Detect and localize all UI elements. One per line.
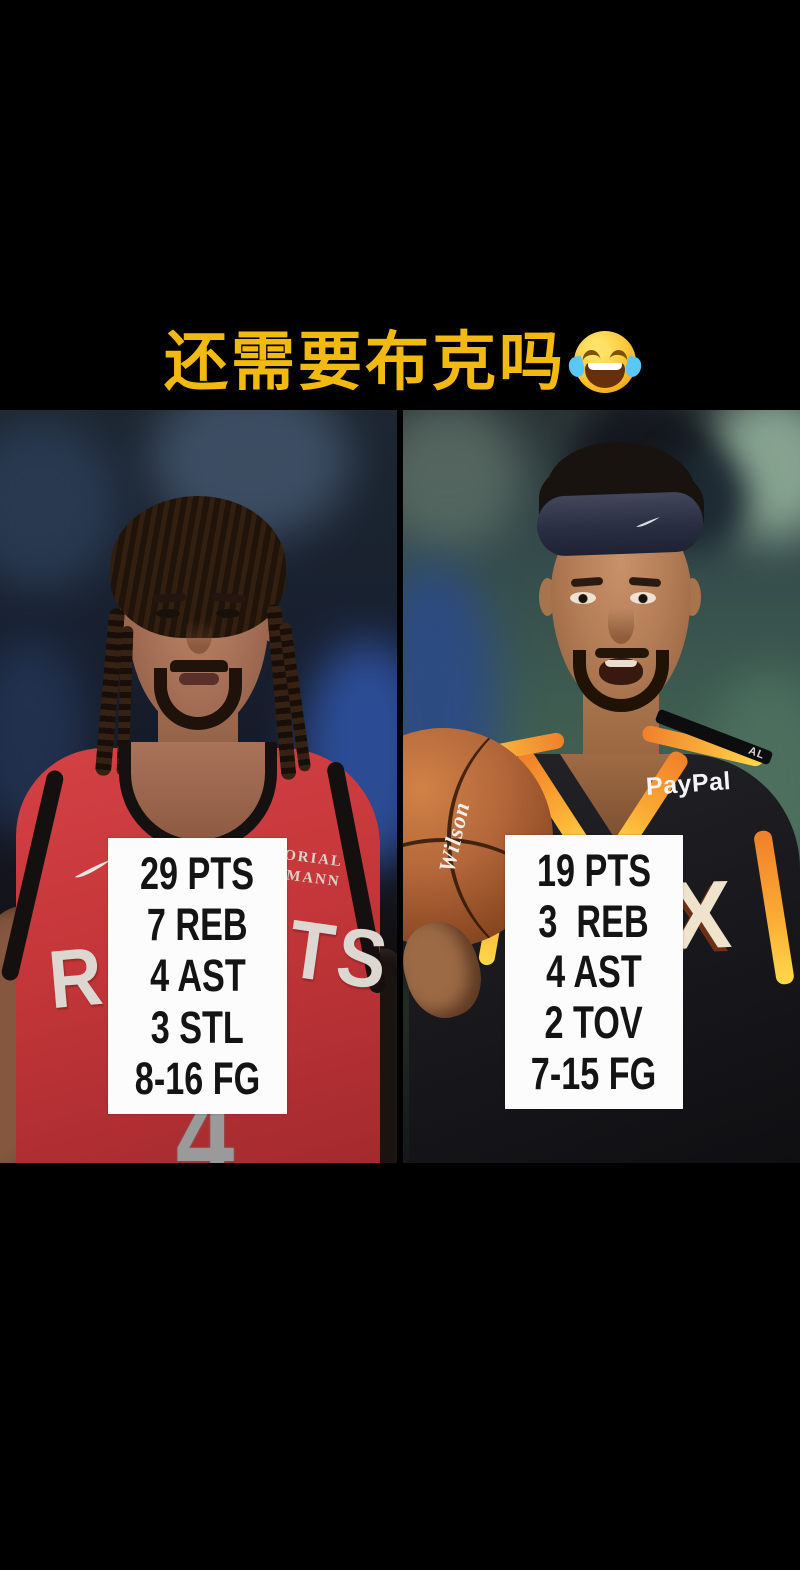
left-player-photo: ORIAL MANN R TS 4 29 PTS 7 REB 4 AST 3 S… xyxy=(0,410,397,1163)
stat-line: 4 AST xyxy=(546,946,642,998)
left-player-nose xyxy=(186,616,212,654)
stat-line: 7-15 FG xyxy=(531,1048,657,1100)
left-player-mustache xyxy=(170,660,228,672)
right-player-eye xyxy=(570,592,596,604)
right-player-eye xyxy=(630,592,656,604)
stat-line: 19 PTS xyxy=(536,844,652,896)
right-player-nose xyxy=(608,604,634,644)
stat-line: 8-16 FG xyxy=(134,1052,261,1104)
nike-swoosh-icon xyxy=(636,517,660,527)
title-text: 还需要布克吗 xyxy=(164,326,566,398)
emoji-mouth xyxy=(585,363,625,388)
left-player-eye xyxy=(156,609,180,618)
tears-of-joy-emoji-icon xyxy=(566,331,644,393)
stat-line: 3 REB xyxy=(538,895,650,947)
right-player-open-mouth xyxy=(599,658,643,685)
nike-swoosh-icon xyxy=(74,859,112,878)
basketball-brand-text: Wilson xyxy=(434,799,475,875)
left-stats-box: 29 PTS 7 REB 4 AST 3 STL 8-16 FG xyxy=(108,838,287,1114)
stat-line: 2 TOV xyxy=(544,997,644,1049)
stat-line: 7 REB xyxy=(147,899,248,951)
nike-headband xyxy=(536,491,704,557)
left-player-eye xyxy=(216,609,240,618)
right-player-mustache xyxy=(595,648,649,658)
right-stats-box: 19 PTS 3 REB 4 AST 2 TOV 7-15 FG xyxy=(505,835,683,1109)
stat-line: 3 STL xyxy=(150,1001,245,1053)
stat-line: 4 AST xyxy=(149,950,246,1002)
emoji-left-eye xyxy=(581,348,601,363)
left-player-mouth xyxy=(179,673,219,685)
jersey-letter-left: R xyxy=(45,930,107,1027)
left-player-braided-hair xyxy=(110,496,286,638)
right-player-photo: AL PayPal X Wilson 19 PTS 3 REB 4 AST 2 … xyxy=(403,410,800,1163)
paypal-sponsor-logo: PayPal xyxy=(645,767,732,801)
title-bar: 还需要布克吗 xyxy=(0,318,800,406)
jersey-letters-right: TS xyxy=(282,903,397,1008)
stat-line: 29 PTS xyxy=(140,848,255,900)
emoji-right-eye xyxy=(609,348,629,363)
